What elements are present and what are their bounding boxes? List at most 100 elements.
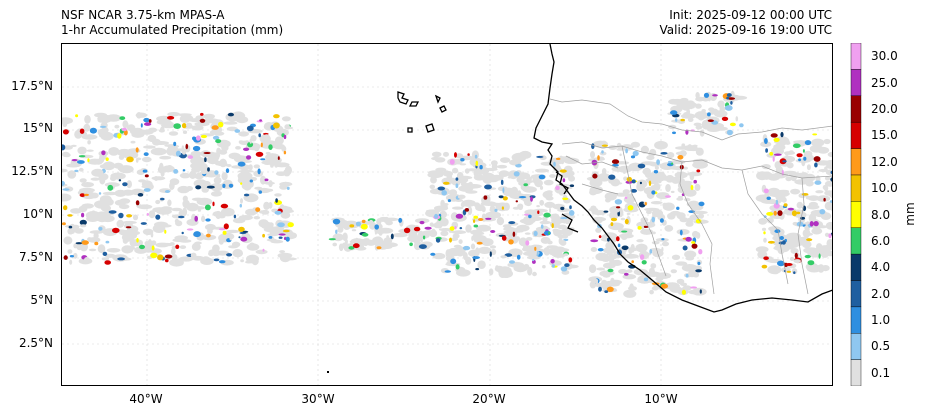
precip-cell	[141, 185, 154, 189]
precip-cell	[485, 217, 492, 220]
precip-cell	[129, 239, 143, 247]
precip-cell	[698, 249, 703, 255]
precipitation-map	[61, 43, 833, 386]
precip-cell	[516, 224, 530, 232]
precip-cell	[791, 210, 797, 217]
precip-cell	[817, 160, 827, 166]
precip-cell	[758, 218, 768, 225]
precip-cell	[517, 190, 522, 197]
precip-cell	[777, 260, 785, 267]
colorbar-tick-label: 20.0	[871, 102, 898, 116]
precip-cell	[420, 237, 423, 243]
precip-cell	[729, 122, 736, 127]
precip-cell	[643, 225, 649, 228]
precip-cell	[81, 212, 85, 218]
precip-cell	[343, 243, 353, 252]
precip-cell	[695, 218, 702, 224]
precip-cell	[369, 219, 374, 225]
precip-cell	[629, 283, 634, 292]
precip-cell	[439, 210, 448, 219]
precip-cell	[249, 242, 255, 247]
precip-cell	[235, 146, 241, 150]
precip-cell	[650, 263, 657, 269]
header-left: NSF NCAR 3.75-km MPAS-A 1-hr Accumulated…	[61, 8, 283, 38]
precip-cell	[118, 154, 125, 160]
precip-cell	[146, 213, 149, 216]
colorbar-swatch	[850, 333, 862, 360]
colorbar-swatch	[850, 359, 862, 387]
precip-cell	[798, 158, 802, 162]
precip-cell	[796, 153, 803, 158]
precip-cell	[62, 193, 72, 202]
precip-cell	[117, 133, 122, 139]
precip-cell	[79, 193, 86, 198]
precip-cell	[429, 184, 436, 189]
precip-cell	[150, 232, 154, 238]
precip-cell	[352, 243, 360, 249]
precip-cell	[173, 169, 179, 174]
precip-cell	[172, 259, 181, 263]
precip-cell	[261, 140, 278, 147]
precip-cell	[510, 186, 518, 195]
precip-cell	[684, 102, 698, 108]
precip-cell	[805, 180, 814, 187]
precip-cell	[603, 210, 609, 213]
precip-cell	[694, 183, 701, 191]
precip-cell	[684, 197, 691, 202]
precip-cell	[175, 150, 181, 157]
precip-cell	[774, 229, 781, 234]
precip-cell	[443, 181, 450, 185]
precip-cell	[157, 254, 164, 261]
precip-cell	[645, 271, 661, 277]
precip-cell	[526, 237, 533, 241]
precip-cell	[342, 232, 348, 242]
precip-cell	[467, 206, 473, 216]
precip-cell	[344, 239, 348, 245]
precip-cell	[823, 185, 829, 191]
precip-cell	[442, 170, 451, 177]
precip-cell	[726, 93, 732, 97]
precip-cell	[258, 210, 266, 214]
colorbar-tick-label: 6.0	[871, 233, 891, 248]
precip-cell	[144, 241, 150, 246]
precip-cell	[283, 134, 287, 140]
precip-cell	[532, 271, 537, 277]
precip-cell	[695, 232, 701, 239]
precip-cell	[595, 227, 602, 233]
precip-cell	[785, 263, 793, 266]
precip-cell	[167, 112, 181, 117]
precip-cell	[695, 269, 702, 273]
precip-cell	[509, 260, 515, 264]
precip-cell	[470, 243, 476, 250]
precip-cell	[249, 138, 252, 144]
precip-cell	[101, 126, 109, 135]
precip-cell	[563, 156, 571, 159]
precip-cell	[546, 245, 558, 249]
precip-cell	[661, 247, 664, 252]
precip-cell	[200, 112, 204, 116]
precip-cell	[556, 157, 561, 160]
precip-cell	[608, 145, 618, 150]
precip-cell	[828, 233, 832, 239]
lat-label: 7.5°N	[18, 250, 53, 264]
precip-cell	[653, 182, 661, 191]
precip-cell	[182, 130, 188, 134]
precip-cell	[135, 158, 139, 163]
precip-cell	[660, 152, 668, 155]
precip-cell	[775, 199, 779, 205]
precip-cell	[476, 241, 483, 245]
precip-cell	[539, 220, 551, 225]
precip-cell	[604, 290, 609, 293]
precip-cell	[523, 183, 528, 187]
lat-label: 15°N	[22, 121, 53, 135]
precip-cell	[343, 223, 351, 230]
precip-cell	[204, 157, 207, 163]
precip-cell	[543, 212, 551, 218]
precip-cell	[475, 268, 480, 271]
precip-cell	[122, 182, 128, 187]
precip-cell	[524, 200, 532, 207]
lat-label: 2.5°N	[18, 336, 53, 350]
precip-cell	[542, 265, 546, 269]
precip-cell	[543, 247, 551, 256]
precip-cell	[232, 249, 243, 258]
